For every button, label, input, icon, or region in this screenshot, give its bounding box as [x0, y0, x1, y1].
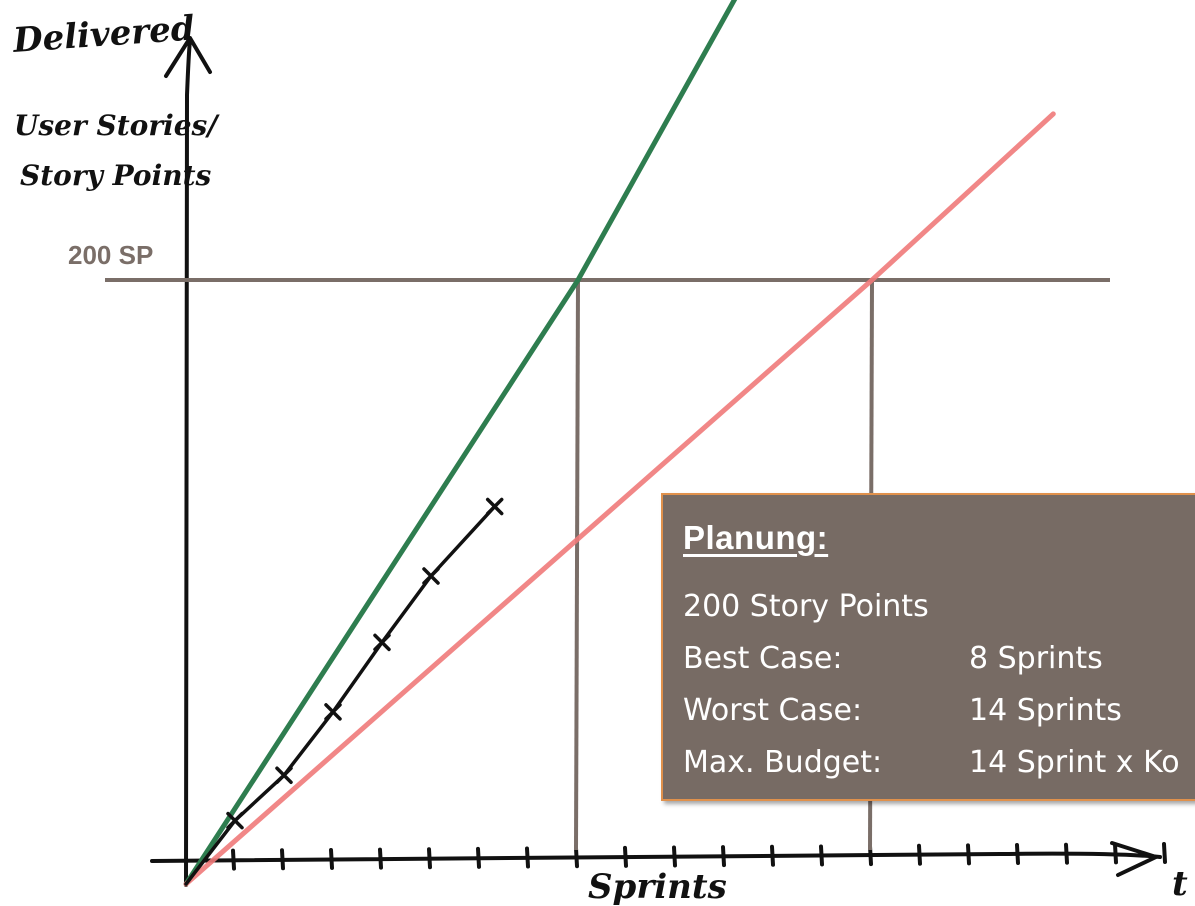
x-tick: [917, 843, 922, 866]
planning-line-story-points: 200 Story Points: [683, 589, 929, 625]
data-point-marker: [422, 567, 440, 585]
y-axis-label-line-2: Story Points: [20, 159, 212, 192]
x-tick: [476, 846, 481, 869]
data-point-marker: [226, 811, 244, 830]
x-tick: [1015, 843, 1020, 866]
x-tick: [966, 843, 971, 866]
data-point-marker: [324, 703, 342, 721]
x-tick: [1113, 842, 1118, 865]
planning-title: Planung:: [683, 519, 829, 556]
x-tick: [574, 846, 579, 869]
planning-key: Worst Case:: [683, 693, 863, 728]
series-group: [183, 0, 1056, 887]
data-point-marker: [373, 633, 391, 652]
y-axis-title: Delivered: [11, 8, 196, 61]
x-axis-arrow-icon: [1110, 841, 1158, 877]
x-tick: [231, 848, 236, 871]
reference-line-label: 200 SP: [68, 240, 153, 270]
x-tick: [819, 844, 824, 867]
planning-value: 8 Sprints: [969, 641, 1103, 676]
x-tick: [770, 844, 775, 867]
x-tick: [525, 846, 530, 869]
planning-value: 14 Sprint x Ko: [969, 745, 1180, 780]
x-tick: [672, 845, 677, 868]
planning-line-best-case: Best Case: 8 Sprints: [683, 641, 1103, 677]
x-axis: [150, 841, 1167, 877]
planning-key: Best Case:: [683, 641, 843, 676]
y-axis-arrow-icon: [164, 36, 212, 78]
worst-case-line: [183, 111, 1056, 887]
planning-line-max-budget: Max. Budget: 14 Sprint x Ko: [683, 745, 1180, 781]
planning-value: 14 Sprints: [969, 693, 1122, 728]
data-point-marker: [485, 497, 504, 516]
x-tick: [721, 845, 726, 868]
y-axis: [164, 36, 212, 887]
x-axis-title: Sprints: [588, 867, 727, 906]
x-tick: [427, 847, 432, 870]
x-tick: [1064, 842, 1069, 865]
x-tick: [378, 847, 383, 870]
drop-line: [574, 279, 580, 851]
planning-box: Planung: 200 Story Points Best Case: 8 Sp…: [661, 493, 1195, 801]
actual-velocity-line: [184, 504, 497, 886]
planning-key: Max. Budget:: [683, 745, 883, 780]
y-axis-label-line-1: User Stories/: [14, 109, 220, 142]
x-tick: [329, 847, 334, 870]
x-tick: [280, 848, 285, 871]
x-tick: [623, 845, 628, 868]
x-axis-end-label: t: [1172, 864, 1188, 904]
planning-key: 200 Story Points: [683, 589, 929, 624]
best-case-line: [183, 0, 738, 887]
x-axis-ticks: [231, 842, 1167, 871]
x-tick: [1162, 842, 1167, 864]
planning-line-worst-case: Worst Case: 14 Sprints: [683, 693, 1122, 729]
data-point-marker: [275, 766, 293, 785]
